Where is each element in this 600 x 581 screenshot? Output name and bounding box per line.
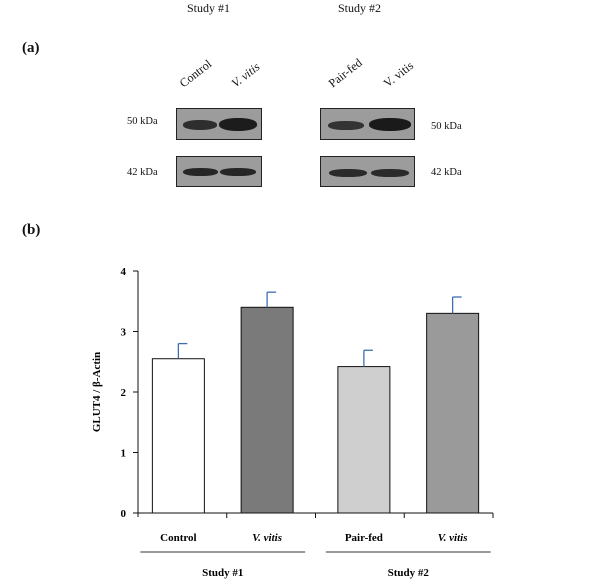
x-category-label-2: Pair-fed [345, 532, 383, 544]
blot-glut4-study1 [176, 108, 262, 140]
kda-label-upper-right: 50 kDa [431, 121, 462, 132]
panel-a-label: (a) [22, 40, 40, 56]
kda-label-upper-left: 50 kDa [127, 116, 158, 127]
blot-glut4-study2 [320, 108, 415, 140]
y-tick-label-3: 3 [121, 327, 127, 339]
group-label-0: Study #1 [202, 567, 243, 579]
kda-label-lower-right: 42 kDa [431, 167, 462, 178]
x-category-label-3: V. vitis [438, 532, 468, 544]
kda-label-lower-left: 42 kDa [127, 167, 158, 178]
group-label-1: Study #2 [388, 567, 430, 579]
panel-b-label: (b) [22, 222, 41, 238]
y-tick-label-0: 0 [121, 508, 127, 520]
blot-actin-study1 [176, 156, 262, 187]
study1-header: Study #1 [187, 1, 231, 15]
y-tick-label-1: 1 [121, 448, 127, 460]
y-axis-label: GLUT4 / β-Actin [91, 352, 103, 432]
x-category-label-0: Control [160, 532, 196, 544]
y-tick-label-2: 2 [121, 387, 127, 399]
study2-header: Study #2 [338, 1, 382, 15]
blot-actin-study2 [320, 156, 415, 187]
bar-2 [337, 366, 391, 514]
y-tick-label-4: 4 [121, 266, 127, 278]
bar-3 [426, 312, 480, 514]
x-category-label-1: V. vitis [252, 532, 282, 544]
bar-0 [151, 358, 205, 514]
bar-1 [240, 306, 294, 514]
